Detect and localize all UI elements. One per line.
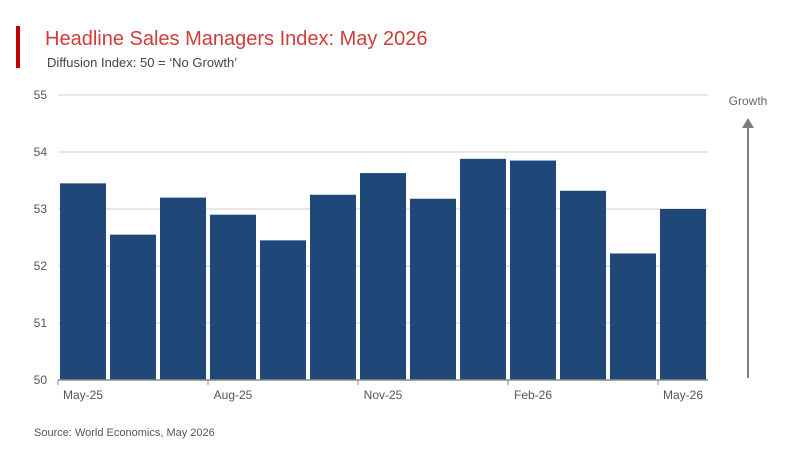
bar (260, 240, 306, 380)
y-tick-label: 52 (34, 259, 48, 273)
chart-subtitle: Diffusion Index: 50 = ‘No Growth’ (47, 55, 238, 70)
source-note: Source: World Economics, May 2026 (34, 427, 215, 439)
growth-annotation: Growth (729, 94, 768, 378)
y-tick-label: 53 (34, 202, 48, 216)
x-axis: May-25 Aug-25 Nov-25 Feb-26 May-26 (57, 379, 708, 402)
bar (610, 253, 656, 380)
bar (660, 209, 706, 380)
chart-title: Headline Sales Managers Index: May 2026 (45, 28, 428, 50)
y-tick-label: 55 (34, 88, 48, 102)
x-tick-label: Nov-25 (364, 388, 403, 402)
bar-series (60, 158, 706, 380)
y-axis: 50 51 52 53 54 55 (34, 88, 48, 387)
bar (60, 183, 106, 380)
x-tick-label: Feb-26 (514, 388, 552, 402)
bar (110, 234, 156, 380)
bar (410, 198, 456, 380)
bar (310, 194, 356, 380)
y-tick-label: 54 (34, 145, 48, 159)
title-accent-bar (16, 26, 20, 68)
y-tick-label: 50 (34, 373, 48, 387)
y-tick-label: 51 (34, 316, 48, 330)
x-tick-label: Aug-25 (214, 388, 253, 402)
growth-label: Growth (729, 94, 768, 108)
bar (210, 214, 256, 380)
x-tick-label: May-25 (63, 388, 103, 402)
bar (160, 197, 206, 380)
x-tick-label: May-26 (663, 388, 703, 402)
bar (360, 173, 406, 380)
bar (460, 158, 506, 380)
bar (560, 190, 606, 380)
up-arrow-icon (742, 118, 754, 128)
bar (510, 160, 556, 380)
